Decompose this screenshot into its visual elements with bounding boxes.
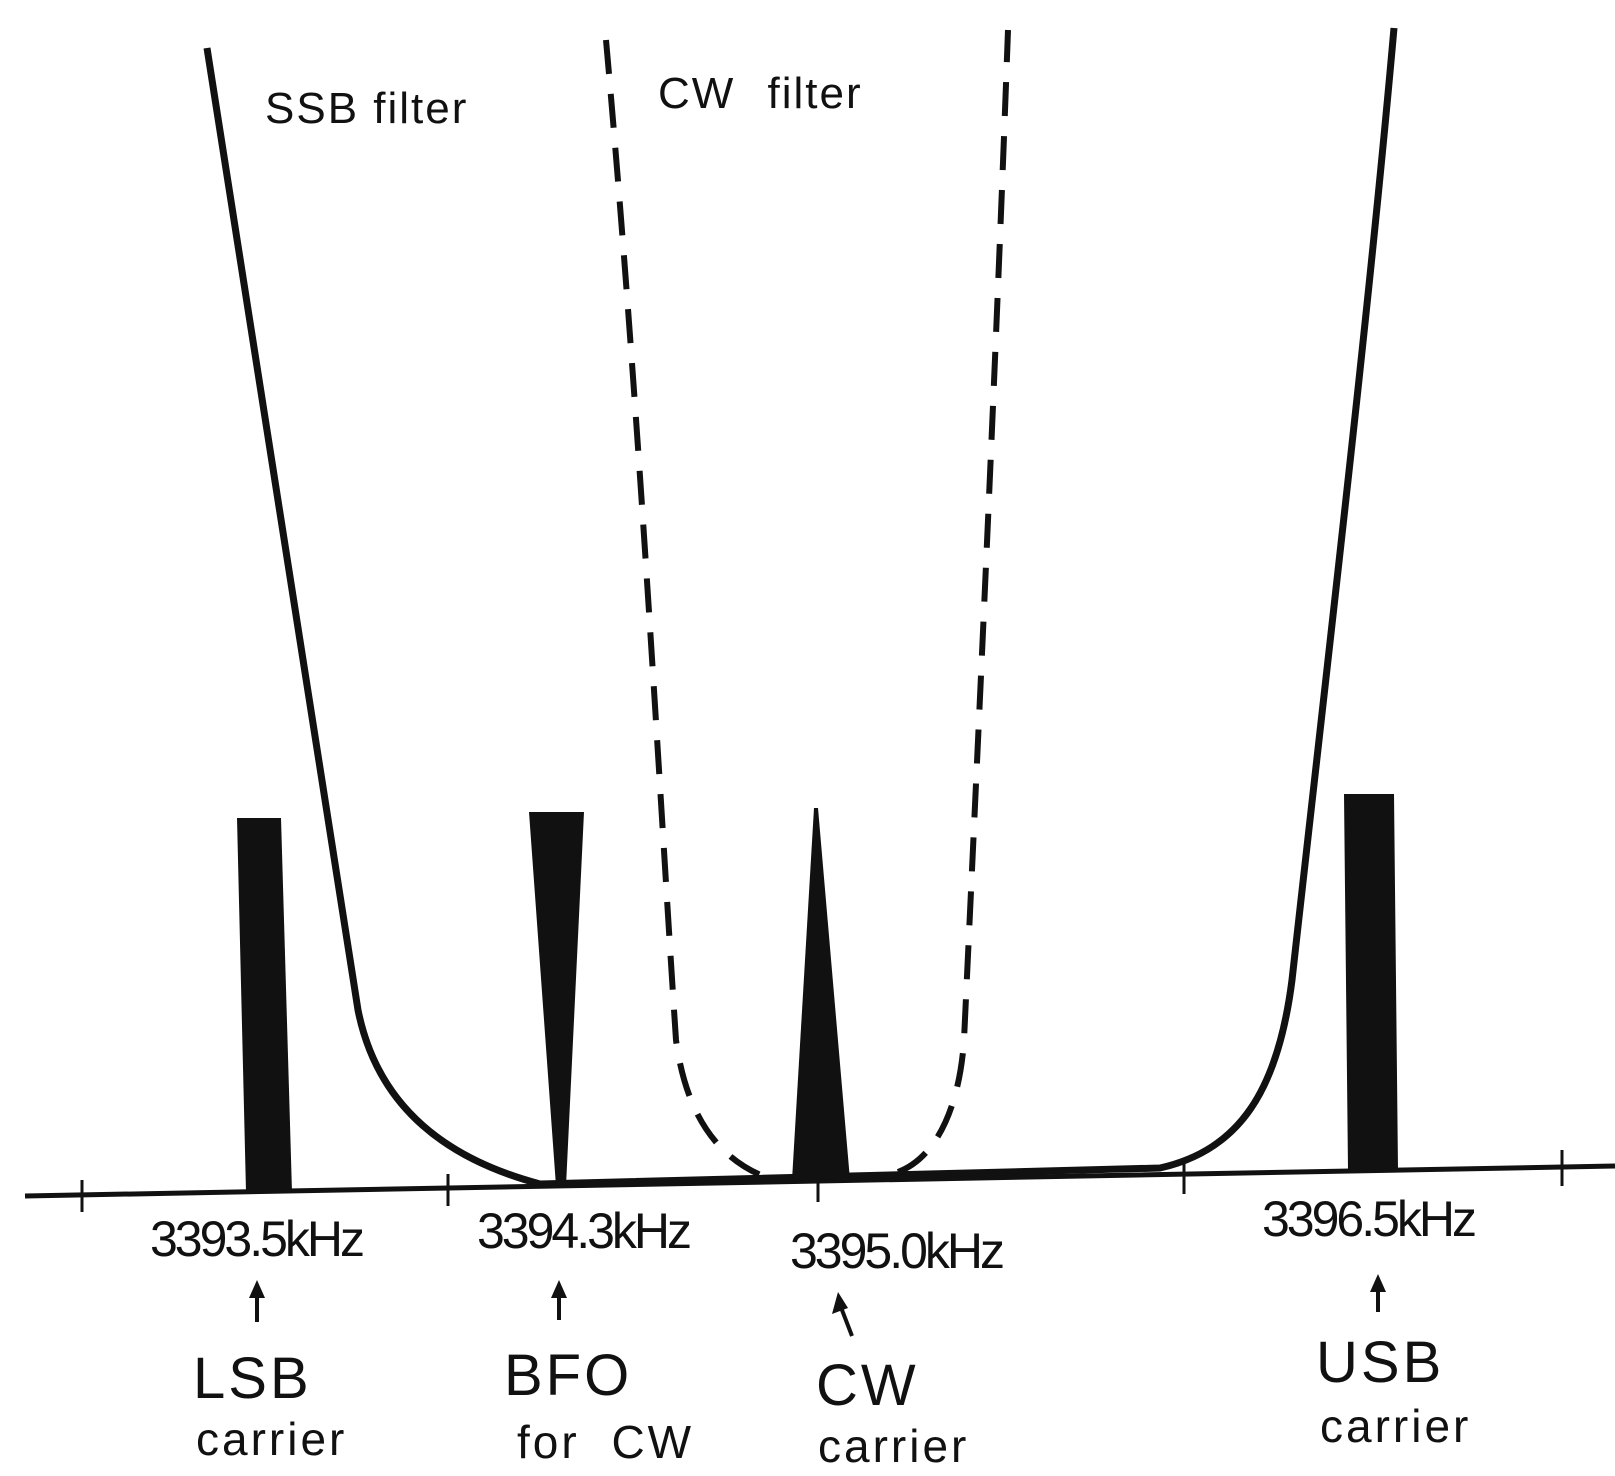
usb-arrow xyxy=(1370,1274,1386,1312)
cw-carrier-title: CW xyxy=(816,1353,919,1418)
cw-filter-curve xyxy=(603,29,1011,1181)
usb-carrier-title: USB xyxy=(1316,1330,1444,1395)
lsb-carrier-title: LSB xyxy=(193,1346,312,1411)
bfo-marker xyxy=(529,812,584,1186)
ssb-filter-label: SSB filter xyxy=(265,84,468,133)
lsb-carrier-marker xyxy=(237,818,292,1192)
cw-frequency-label: 3395.0kHz xyxy=(790,1223,1003,1279)
bfo-arrow xyxy=(551,1280,567,1320)
cw-carrier-subtitle: carrier xyxy=(818,1420,969,1472)
cw-filter-label: CW filter xyxy=(658,69,863,118)
lsb-frequency-label: 3393.5kHz xyxy=(150,1211,363,1267)
cw-carrier-marker xyxy=(792,808,850,1180)
usb-frequency-label: 3396.5kHz xyxy=(1262,1191,1475,1247)
lsb-arrow xyxy=(249,1280,265,1322)
ssb-filter-curve xyxy=(203,27,1398,1188)
bfo-carrier-subtitle: for CW xyxy=(517,1416,694,1468)
usb-carrier-subtitle: carrier xyxy=(1320,1400,1471,1452)
cw-arrow xyxy=(832,1292,854,1337)
usb-carrier-marker xyxy=(1344,794,1398,1170)
bfo-frequency-label: 3394.3kHz xyxy=(477,1203,690,1259)
lsb-carrier-subtitle: carrier xyxy=(196,1413,347,1465)
bfo-carrier-title: BFO xyxy=(504,1343,632,1408)
